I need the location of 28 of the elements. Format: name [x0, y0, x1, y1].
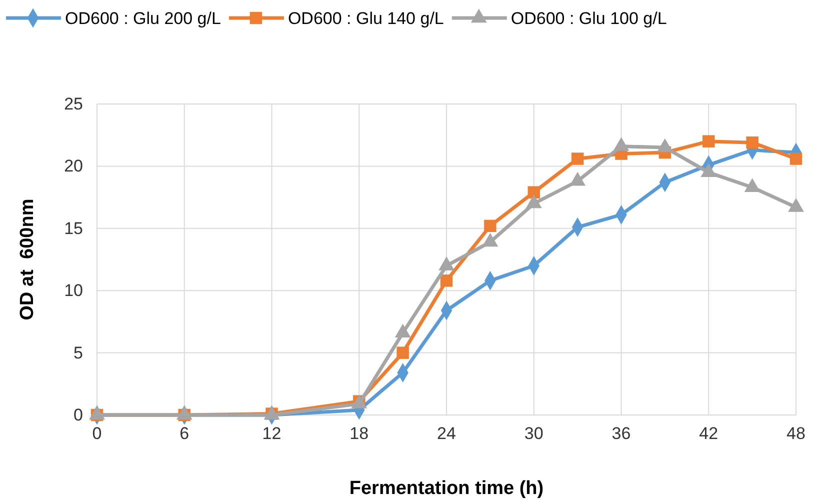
y-tick-label: 10: [64, 281, 83, 300]
point: [702, 135, 715, 148]
legend-label: OD600 : Glu 200 g/L: [65, 9, 221, 28]
y-tick-label: 15: [64, 218, 83, 238]
y-tick-label: 25: [64, 94, 83, 114]
x-tick-label: 42: [699, 424, 718, 444]
y-tick-label: 0: [74, 405, 83, 424]
x-tick-label: 12: [262, 424, 282, 444]
y-axis-title: OD at 600nm: [17, 198, 38, 320]
point: [528, 186, 540, 198]
x-tick-label: 18: [350, 424, 369, 444]
y-tick-label: 5: [74, 343, 83, 362]
x-tick-label: 36: [612, 424, 631, 444]
point: [440, 274, 453, 287]
legend-label: OD600 : Glu 140 g/L: [288, 9, 444, 28]
x-tick-label: 6: [180, 424, 190, 444]
x-tick-label: 24: [437, 424, 456, 444]
y-tick-label: 20: [64, 156, 83, 176]
point: [571, 152, 584, 165]
point: [746, 136, 758, 149]
point: [790, 152, 802, 165]
point: [484, 220, 496, 232]
x-tick-label: 48: [786, 424, 806, 444]
legend-label: OD600 : Glu 100 g/L: [510, 9, 667, 28]
point: [396, 346, 409, 359]
x-tick-label: 30: [524, 424, 544, 444]
x-tick-label: 0: [92, 424, 102, 444]
x-axis-title: Fermentation time (h): [349, 478, 544, 499]
